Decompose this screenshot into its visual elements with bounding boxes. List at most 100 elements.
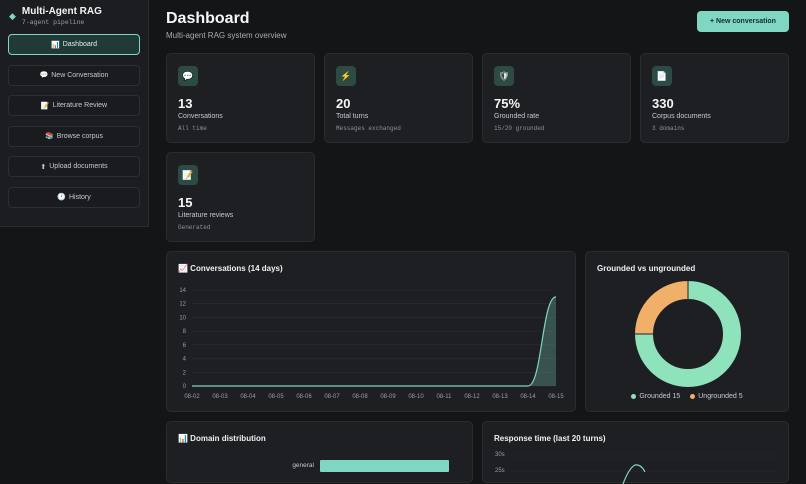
stat-label: Grounded rate bbox=[494, 113, 540, 120]
chat-icon: 💬 bbox=[39, 72, 49, 79]
stat-value: 20 bbox=[336, 96, 351, 111]
stat-sub: Generated bbox=[178, 224, 211, 231]
response-time-line bbox=[511, 455, 779, 484]
chart-title: Response time (last 20 turns) bbox=[494, 434, 606, 443]
page-subtitle: Multi-agent RAG system overview bbox=[166, 31, 287, 40]
y-tick-label: 10 bbox=[179, 315, 186, 321]
dashboard-icon: 📊 bbox=[51, 41, 60, 49]
chart-title: Grounded vs ungrounded bbox=[597, 264, 696, 273]
stat-value: 15 bbox=[178, 195, 193, 210]
tick-label: general bbox=[292, 462, 314, 469]
diamond-icon: ◆ bbox=[9, 11, 16, 21]
page-title: Dashboard bbox=[166, 10, 250, 27]
y-tick-label: 6 bbox=[183, 343, 187, 349]
sidebar-item-new-conversation[interactable]: 💬 New Conversation bbox=[8, 64, 140, 86]
x-tick-label: 08-07 bbox=[324, 394, 340, 400]
stat-sub: Messages exchanged bbox=[336, 125, 401, 132]
memo-icon: 📝 bbox=[40, 102, 50, 110]
donut-slice-ungrounded bbox=[633, 279, 689, 335]
stat-value: 13 bbox=[178, 96, 193, 111]
legend-item-ungrounded: Ungrounded 5 bbox=[690, 393, 743, 400]
tick-label: 25s bbox=[495, 468, 505, 474]
stat-value: 330 bbox=[652, 96, 674, 111]
shield-icon: 🛡 bbox=[494, 66, 514, 86]
stat-card-grounded: 🛡 75% Grounded rate 15/20 grounded bbox=[482, 53, 631, 143]
bar-general bbox=[320, 460, 449, 472]
stat-label: Corpus documents bbox=[652, 113, 711, 120]
brand: ◆ Multi-Agent RAG 7-agent pipeline bbox=[9, 6, 102, 26]
legend-label: Ungrounded 5 bbox=[698, 393, 743, 400]
new-conversation-button[interactable]: + New conversation bbox=[697, 11, 789, 32]
sidebar-item-history[interactable]: 🕐 History bbox=[8, 186, 140, 208]
document-icon: 📄 bbox=[652, 66, 672, 86]
app-subtitle: 7-agent pipeline bbox=[21, 19, 85, 26]
clock-icon: 🕐 bbox=[57, 194, 66, 201]
y-tick-label: 2 bbox=[183, 370, 187, 376]
stat-card-corpus: 📄 330 Corpus documents 3 domains bbox=[640, 53, 789, 143]
stat-sub: 3 domains bbox=[652, 125, 685, 132]
sidebar-item-literature-review[interactable]: 📝 Literature Review bbox=[8, 95, 140, 116]
stat-label: Total turns bbox=[336, 113, 369, 120]
x-tick-label: 08-05 bbox=[268, 394, 284, 400]
stat-label: Conversations bbox=[178, 113, 223, 120]
stat-card-turns: ⚡ 20 Total turns Messages exchanged bbox=[324, 53, 473, 143]
y-tick-label: 12 bbox=[179, 302, 186, 308]
x-tick-label: 08-04 bbox=[240, 394, 256, 400]
x-tick-label: 08-02 bbox=[184, 394, 200, 400]
series-area bbox=[192, 296, 556, 386]
y-tick-label: 4 bbox=[183, 357, 187, 363]
x-tick-label: 08-14 bbox=[520, 394, 536, 400]
legend-swatch bbox=[631, 393, 637, 399]
upload-arrow-icon: ⬆ bbox=[40, 163, 47, 171]
grounded-donut-chart bbox=[633, 279, 742, 388]
legend-item-grounded: Grounded 15 bbox=[631, 393, 680, 400]
sidebar: ◆ Multi-Agent RAG 7-agent pipeline 📊 Das… bbox=[0, 0, 149, 227]
lightning-icon: ⚡ bbox=[336, 66, 356, 86]
y-tick-label: 0 bbox=[183, 384, 187, 390]
chat-icon: 💬 bbox=[178, 66, 198, 86]
domain-chart-card: 📊 Domain distribution general bbox=[166, 421, 473, 483]
sidebar-item-dashboard[interactable]: 📊 Dashboard bbox=[8, 34, 140, 55]
donut-legend: Grounded 15 Ungrounded 5 bbox=[586, 393, 788, 400]
x-tick-label: 08-06 bbox=[296, 394, 312, 400]
sidebar-item-label: Browse corpus bbox=[56, 132, 103, 140]
sidebar-item-label: History bbox=[68, 193, 91, 201]
stat-card-conversations: 💬 13 Conversations All time bbox=[166, 53, 315, 143]
stat-value: 75% bbox=[494, 96, 521, 111]
x-tick-label: 08-10 bbox=[408, 394, 424, 400]
x-tick-label: 08-08 bbox=[352, 394, 368, 400]
app-title: Multi-Agent RAG bbox=[21, 6, 102, 17]
sidebar-item-label: Literature Review bbox=[52, 102, 108, 109]
chart-title: 📊 Domain distribution bbox=[178, 434, 266, 443]
donut-slice-grounded bbox=[633, 279, 742, 388]
conversations-chart-card: 📈 Conversations (14 days) 0 2 4 6 8 10 12 14 08-… bbox=[166, 251, 576, 412]
stat-label: Literature reviews bbox=[178, 212, 234, 219]
stat-card-reviews: 📝 15 Literature reviews Generated bbox=[166, 152, 315, 242]
chart-title: 📈 Conversations (14 days) bbox=[178, 264, 283, 273]
series-line bbox=[622, 464, 646, 484]
books-icon: 📚 bbox=[44, 133, 54, 140]
sidebar-item-label: Upload documents bbox=[49, 163, 108, 170]
sidebar-item-upload-documents[interactable]: ⬆ Upload documents bbox=[8, 156, 140, 177]
x-tick-label: 08-09 bbox=[380, 394, 396, 400]
memo-icon: 📝 bbox=[178, 165, 198, 185]
sidebar-item-label: Dashboard bbox=[62, 41, 97, 48]
legend-swatch bbox=[690, 393, 696, 399]
tick-label: 30s bbox=[495, 452, 505, 458]
legend-label: Grounded 15 bbox=[639, 393, 681, 400]
x-tick-label: 08-11 bbox=[437, 394, 453, 400]
x-tick-label: 08-13 bbox=[492, 394, 508, 400]
sidebar-item-label: New Conversation bbox=[51, 71, 109, 79]
stat-sub: All time bbox=[178, 125, 207, 132]
y-tick-label: 14 bbox=[179, 288, 186, 294]
x-tick-label: 08-15 bbox=[548, 394, 564, 400]
x-tick-label: 08-03 bbox=[212, 394, 228, 400]
stat-sub: 15/20 grounded bbox=[494, 125, 545, 132]
x-tick-label: 08-12 bbox=[464, 394, 480, 400]
conversations-chart: 0 2 4 6 8 10 12 14 08-02 08-03 08-04 08-05 08-06 08-0… bbox=[179, 288, 564, 400]
sidebar-item-browse-corpus[interactable]: 📚 Browse corpus bbox=[8, 125, 140, 147]
series-line bbox=[192, 296, 557, 387]
grounded-chart-card: Grounded vs ungrounded Grounded 15 Ungro… bbox=[585, 251, 789, 412]
response-time-card: Response time (last 20 turns) 30s 25s bbox=[482, 421, 789, 484]
y-tick-label: 8 bbox=[183, 329, 187, 335]
